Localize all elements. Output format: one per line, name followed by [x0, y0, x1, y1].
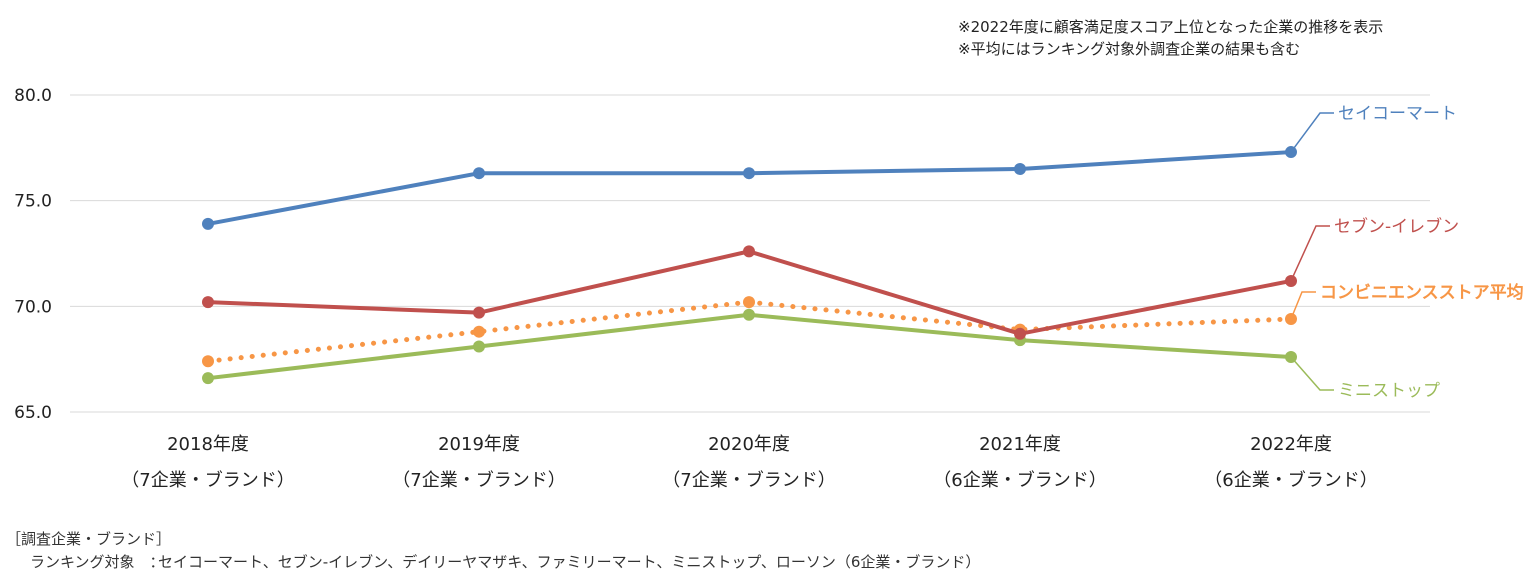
- data-point: [473, 325, 485, 338]
- x-category-label: 2019年度: [438, 434, 520, 455]
- footer-label: ランキング対象 ：: [30, 553, 165, 571]
- data-point: [743, 245, 755, 258]
- x-category-sublabel: （6企業・ブランド）: [1204, 469, 1377, 491]
- chart-note: ※2022年度に顧客満足度スコア上位となった企業の推移を表示: [958, 18, 1384, 36]
- legend-leader-line: [1290, 225, 1330, 282]
- legend-label: セブン-イレブン: [1334, 216, 1459, 237]
- series-3: [202, 308, 1297, 385]
- data-point: [473, 167, 485, 180]
- data-point: [202, 217, 214, 230]
- y-tick-label: 70.0: [14, 297, 52, 317]
- data-point: [1014, 327, 1026, 340]
- data-point: [202, 355, 214, 368]
- y-tick-label: 80.0: [14, 86, 52, 106]
- series-1: [202, 245, 1297, 340]
- legend-label: ミニストップ: [1338, 381, 1440, 401]
- data-point: [473, 340, 485, 353]
- x-category-label: 2020年度: [708, 434, 790, 455]
- series-line: [207, 150, 1292, 226]
- data-point: [743, 167, 755, 180]
- x-category-sublabel: （7企業・ブランド）: [121, 469, 294, 491]
- data-point: [743, 296, 755, 309]
- x-category-sublabel: （6企業・ブランド）: [933, 469, 1106, 491]
- legend-leader-line: [1290, 356, 1334, 391]
- line-chart: 80.0 75.0 70.0 65.0 2018年度 （7企業・ブランド） 2019年度 （…: [14, 86, 1524, 491]
- footer-title: ［調査企業・ブランド］: [6, 530, 172, 548]
- legend-label: セイコーマート: [1338, 104, 1457, 124]
- series-0: [202, 146, 1297, 230]
- y-tick-label: 75.0: [14, 192, 52, 212]
- footer-company-list: セイコーマート、セブン-イレブン、デイリーヤマザキ、ファミリーマート、ミニストッ…: [158, 553, 981, 571]
- data-point: [202, 372, 214, 385]
- x-category-sublabel: （7企業・ブランド）: [662, 469, 835, 491]
- chart-note: ※平均にはランキング対象外調査企業の結果も含む: [958, 40, 1301, 58]
- legend-leader-line: [1290, 291, 1316, 320]
- series-line: [207, 312, 1292, 381]
- data-point: [473, 306, 485, 319]
- x-category-sublabel: （7企業・ブランド）: [392, 469, 565, 491]
- data-point: [202, 296, 214, 309]
- x-category-label: 2021年度: [979, 434, 1061, 455]
- y-tick-label: 65.0: [14, 403, 52, 423]
- legend-label: コンビニエンスストア平均: [1320, 282, 1524, 303]
- x-category-label: 2018年度: [167, 434, 249, 455]
- series-line: [207, 249, 1292, 336]
- data-point: [1014, 162, 1026, 175]
- legend-leader-line: [1290, 112, 1334, 153]
- data-point: [743, 308, 755, 321]
- x-category-label: 2022年度: [1250, 434, 1332, 455]
